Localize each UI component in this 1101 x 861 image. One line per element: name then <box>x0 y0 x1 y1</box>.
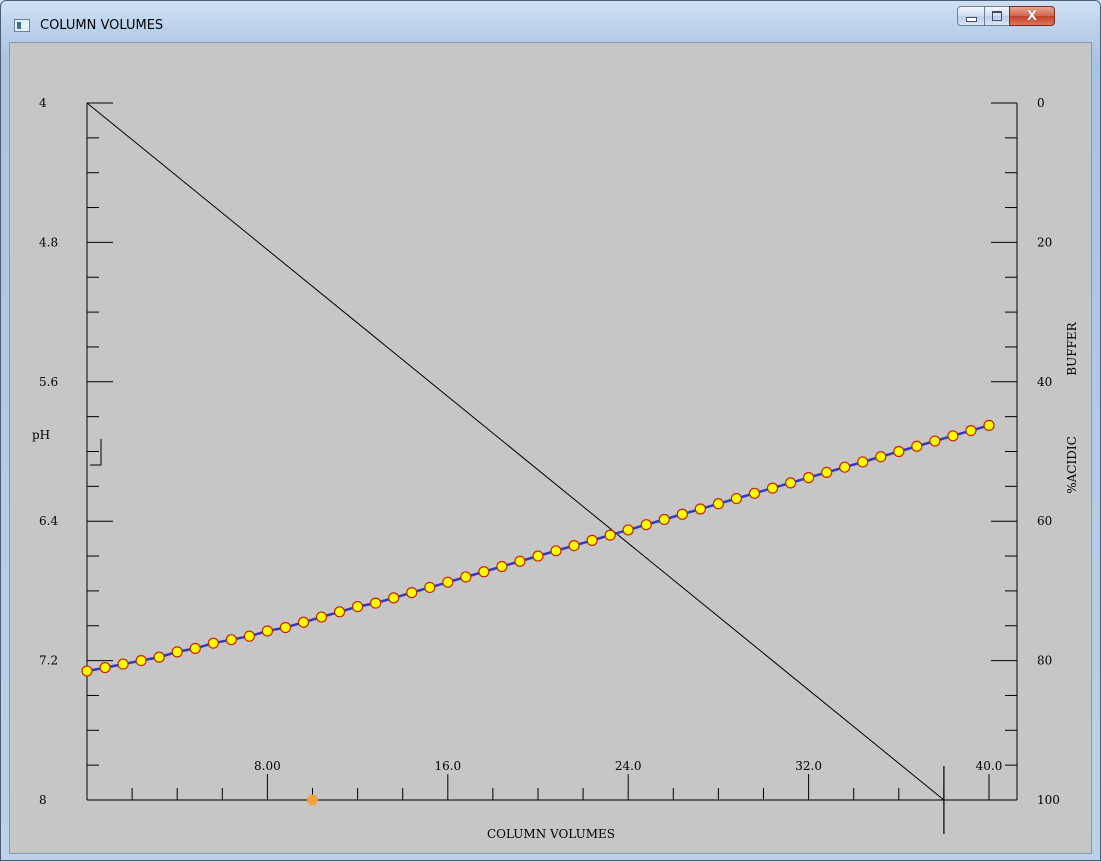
ph-data-point <box>460 571 472 583</box>
right-axis-title-buffer: BUFFER <box>1065 321 1079 375</box>
right-tick-label: 80 <box>1037 654 1052 668</box>
ph-data-point <box>315 611 328 623</box>
ph-data-point <box>730 492 743 505</box>
x-axis-title: COLUMN VOLUMES <box>487 827 615 841</box>
ph-data-point <box>135 654 147 667</box>
ph-data-point <box>388 592 400 604</box>
ph-data-point <box>622 524 634 536</box>
ph-data-point <box>676 508 688 520</box>
ph-data-point <box>99 661 111 674</box>
ph-data-point <box>207 637 219 649</box>
ph-data-point <box>261 625 273 637</box>
ph-series-line <box>86 424 990 673</box>
x-tick-label: 16.0 <box>434 759 461 773</box>
left-tick-label: 5.6 <box>39 375 58 389</box>
position-marker <box>307 794 318 806</box>
ph-data-point <box>748 487 761 499</box>
ph-data-point <box>821 466 833 479</box>
ph-data-point <box>586 534 598 546</box>
left-tick-label: 8 <box>39 793 47 807</box>
ph-data-point <box>875 451 887 463</box>
x-tick-label: 24.0 <box>615 759 642 773</box>
ph-data-point <box>911 440 923 452</box>
ph-data-point <box>153 651 165 663</box>
right-tick-label: 20 <box>1037 235 1052 249</box>
right-axis-title-acidic: %ACIDIC <box>1065 436 1079 494</box>
ph-data-point <box>478 566 490 578</box>
left-tick-label: 7.2 <box>39 654 58 668</box>
ph-data-point <box>947 430 959 442</box>
ph-data-point <box>514 555 526 567</box>
ph-data-point <box>893 445 905 458</box>
ph-data-point <box>279 621 292 634</box>
ph-data-point <box>766 482 779 494</box>
app-icon <box>14 19 30 32</box>
x-tick-label: 40.0 <box>976 759 1003 773</box>
ph-data-point <box>243 630 255 642</box>
title-bar[interactable]: COLUMN VOLUMES X <box>1 1 1100 41</box>
ph-data-point <box>442 576 454 588</box>
ph-data-point <box>983 419 995 431</box>
ph-data-point <box>352 600 364 613</box>
ph-data-point <box>712 498 725 510</box>
ph-data-point <box>839 461 851 473</box>
ph-data-point <box>225 634 237 646</box>
ph-data-point <box>406 587 418 599</box>
gradient-line <box>86 102 945 801</box>
ph-data-point <box>658 513 670 526</box>
ph-data-point <box>694 503 706 515</box>
ph-data-point <box>550 545 562 557</box>
ph-data-point <box>857 456 869 468</box>
ph-data-point <box>189 642 201 655</box>
ph-data-point <box>171 646 183 658</box>
ph-bracket-mark <box>90 439 102 466</box>
ph-data-point <box>370 597 382 609</box>
ph-data-point <box>297 616 310 628</box>
ph-data-point <box>965 424 977 437</box>
window-title: COLUMN VOLUMES <box>40 18 164 33</box>
x-tick-label: 32.0 <box>795 759 822 773</box>
x-tick-label: 8.00 <box>254 759 281 773</box>
maximize-icon <box>992 11 1002 21</box>
ph-data-point <box>568 539 580 552</box>
ph-data-point <box>640 519 652 531</box>
ph-data-point <box>604 529 616 541</box>
close-button[interactable]: X <box>1009 6 1055 26</box>
minimize-icon <box>965 17 977 22</box>
left-tick-label: 4.8 <box>39 235 58 249</box>
chart-area: 4 4.8 5.6 6.4 7.2 8 0 20 40 60 80 100 8.00 16.0 24.0 32… <box>9 42 1092 854</box>
ph-data-point <box>81 665 93 677</box>
minimize-button[interactable] <box>957 6 985 26</box>
left-tick-label: 4 <box>39 96 47 110</box>
ph-data-point <box>929 435 941 447</box>
ph-data-point <box>333 606 346 618</box>
left-axis-title: pH <box>32 428 50 442</box>
ph-data-point <box>802 472 815 484</box>
right-tick-label: 0 <box>1037 96 1045 110</box>
right-tick-label: 100 <box>1037 793 1060 807</box>
ph-data-point <box>784 477 797 489</box>
ph-data-point <box>532 550 544 562</box>
ph-data-point <box>117 658 129 670</box>
close-icon: X <box>1026 8 1038 24</box>
ph-data-point <box>424 581 436 594</box>
maximize-button[interactable] <box>984 6 1010 26</box>
left-tick-label: 6.4 <box>39 514 58 528</box>
ph-data-point <box>496 560 508 573</box>
right-tick-label: 40 <box>1037 375 1052 389</box>
right-tick-label: 60 <box>1037 514 1052 528</box>
